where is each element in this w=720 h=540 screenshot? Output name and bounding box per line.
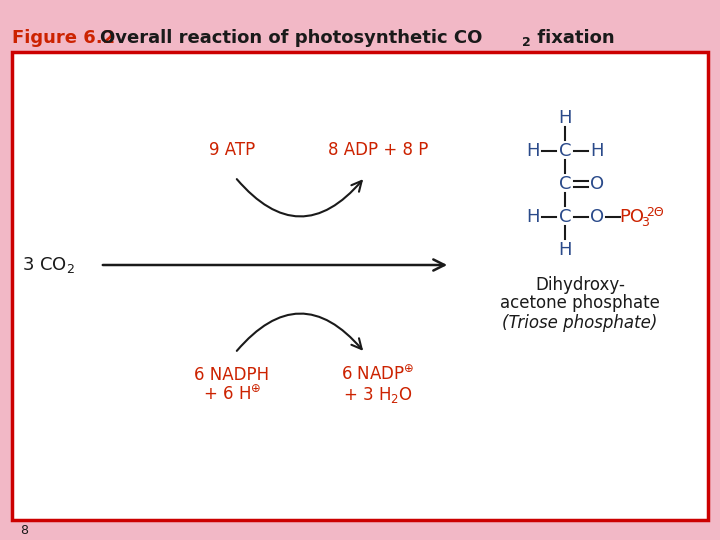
Text: Figure 6.2: Figure 6.2 [12,29,122,47]
Text: H: H [590,142,604,160]
Text: H: H [558,241,572,259]
Text: 9 ATP: 9 ATP [209,141,255,159]
Text: 6 NADPH: 6 NADPH [194,366,269,384]
Text: Overall reaction of photosynthetic CO: Overall reaction of photosynthetic CO [100,29,482,47]
Text: 2: 2 [522,37,531,50]
Text: O: O [590,175,604,193]
Text: 6 NADP$^{\oplus}$: 6 NADP$^{\oplus}$ [341,366,415,384]
Text: Dihydroxy-: Dihydroxy- [535,276,625,294]
Text: H: H [526,142,540,160]
Text: O: O [590,208,604,226]
Text: C: C [559,175,571,193]
Text: + 3 H$_2$O: + 3 H$_2$O [343,385,413,405]
Text: acetone phosphate: acetone phosphate [500,294,660,312]
Text: 8: 8 [20,523,28,537]
Text: fixation: fixation [531,29,615,47]
Bar [12,52,708,520]
Text: (Triose phosphate): (Triose phosphate) [503,314,657,332]
Text: 3: 3 [641,215,649,228]
Text: 3 CO$_2$: 3 CO$_2$ [22,255,75,275]
Text: H: H [558,109,572,127]
Text: + 6 H$^{\oplus}$: + 6 H$^{\oplus}$ [203,386,261,404]
Text: 8 ADP + 8 P: 8 ADP + 8 P [328,141,428,159]
Text: 2Θ: 2Θ [646,206,664,219]
Text: PO: PO [619,208,644,226]
Text: C: C [559,208,571,226]
Text: C: C [559,142,571,160]
Text: H: H [526,208,540,226]
